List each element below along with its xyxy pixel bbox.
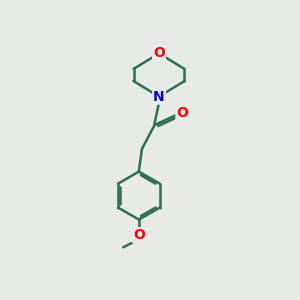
Text: O: O	[133, 228, 145, 242]
Text: O: O	[153, 46, 165, 60]
Text: N: N	[153, 90, 165, 104]
Text: O: O	[176, 106, 188, 120]
